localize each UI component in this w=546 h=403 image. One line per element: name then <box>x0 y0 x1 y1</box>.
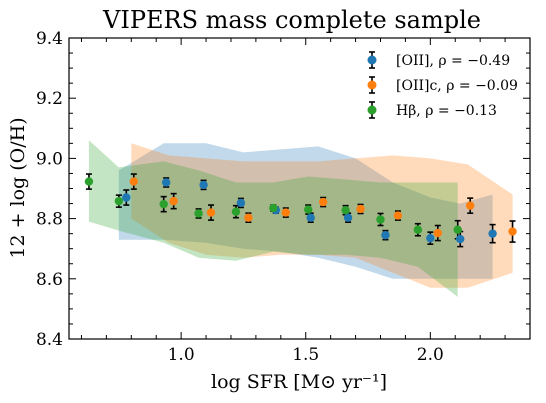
legend: [OII], ρ = −0.49 [OII]c, ρ = −0.09 Hβ, ρ =… <box>367 51 518 119</box>
legend-item-1: [OII], ρ = −0.49 <box>367 51 510 69</box>
point-s2-8 <box>393 211 403 220</box>
y-axis-label: 12 + log (O/H) <box>7 117 29 258</box>
point-s3-10 <box>413 225 423 234</box>
point-s3-5 <box>231 207 241 216</box>
x-axis-ticks: 1.0 1.5 2.0 <box>80 38 531 365</box>
x-axis-label: log SFR [M⊙ yr⁻¹] <box>211 371 387 393</box>
x-tick-label: 1.0 <box>168 345 195 365</box>
point-s3-11 <box>453 225 462 234</box>
y-tick-label: 9.4 <box>36 29 63 49</box>
point-s2-6 <box>318 197 328 207</box>
legend-item-3: Hβ, ρ = −0.13 <box>367 101 497 119</box>
point-s3-2 <box>114 196 124 206</box>
point-s1-1 <box>122 193 131 202</box>
y-tick-label: 9.2 <box>36 89 63 109</box>
y-tick-label: 8.8 <box>36 210 63 230</box>
point-s3-4 <box>194 209 203 218</box>
confidence-bands <box>88 140 513 297</box>
point-s3-6 <box>269 203 278 213</box>
point-s3-3 <box>159 199 168 209</box>
legend-marker <box>367 105 377 115</box>
point-s2-7 <box>356 204 365 214</box>
legend-label: [OII], ρ = −0.49 <box>396 53 510 69</box>
point-s2-9 <box>433 228 442 238</box>
legend-label: [OII]c, ρ = −0.09 <box>396 78 518 94</box>
y-tick-label: 8.4 <box>36 330 63 350</box>
point-s2-1 <box>129 177 138 186</box>
point-s1-7 <box>343 213 353 222</box>
point-s1-10 <box>456 234 465 244</box>
x-tick-label: 2.0 <box>417 345 444 365</box>
legend-item-2: [OII]c, ρ = −0.09 <box>367 76 518 94</box>
legend-marker <box>367 80 377 90</box>
point-s3-1 <box>84 177 94 186</box>
point-s1-9 <box>426 233 435 243</box>
y-tick-label: 9.0 <box>36 149 63 169</box>
point-s2-5 <box>281 208 290 217</box>
point-s1-2 <box>161 178 171 187</box>
point-s2-10 <box>465 201 475 210</box>
x-tick-label: 1.5 <box>292 345 319 365</box>
legend-marker <box>367 55 377 65</box>
point-s3-9 <box>376 215 385 224</box>
point-s1-6 <box>306 213 315 222</box>
y-tick-label: 8.6 <box>36 270 63 290</box>
band-series-3 <box>88 140 458 297</box>
point-s3-8 <box>341 205 350 215</box>
band-series-2 <box>131 143 513 288</box>
chart-title: VIPERS mass complete sample <box>102 6 481 34</box>
point-s2-4 <box>244 213 253 222</box>
legend-label: Hβ, ρ = −0.13 <box>396 103 497 119</box>
point-s1-4 <box>236 198 246 208</box>
point-s1-11 <box>488 229 497 238</box>
point-s1-3 <box>199 180 208 190</box>
point-s1-8 <box>381 230 390 240</box>
point-s2-3 <box>206 208 216 217</box>
point-s3-7 <box>304 205 313 214</box>
y-axis-ticks: 8.4 8.6 8.8 9.0 9.2 9.4 <box>36 29 530 350</box>
point-s2-2 <box>169 196 178 206</box>
data-points <box>84 177 517 244</box>
point-s2-11 <box>508 227 517 236</box>
